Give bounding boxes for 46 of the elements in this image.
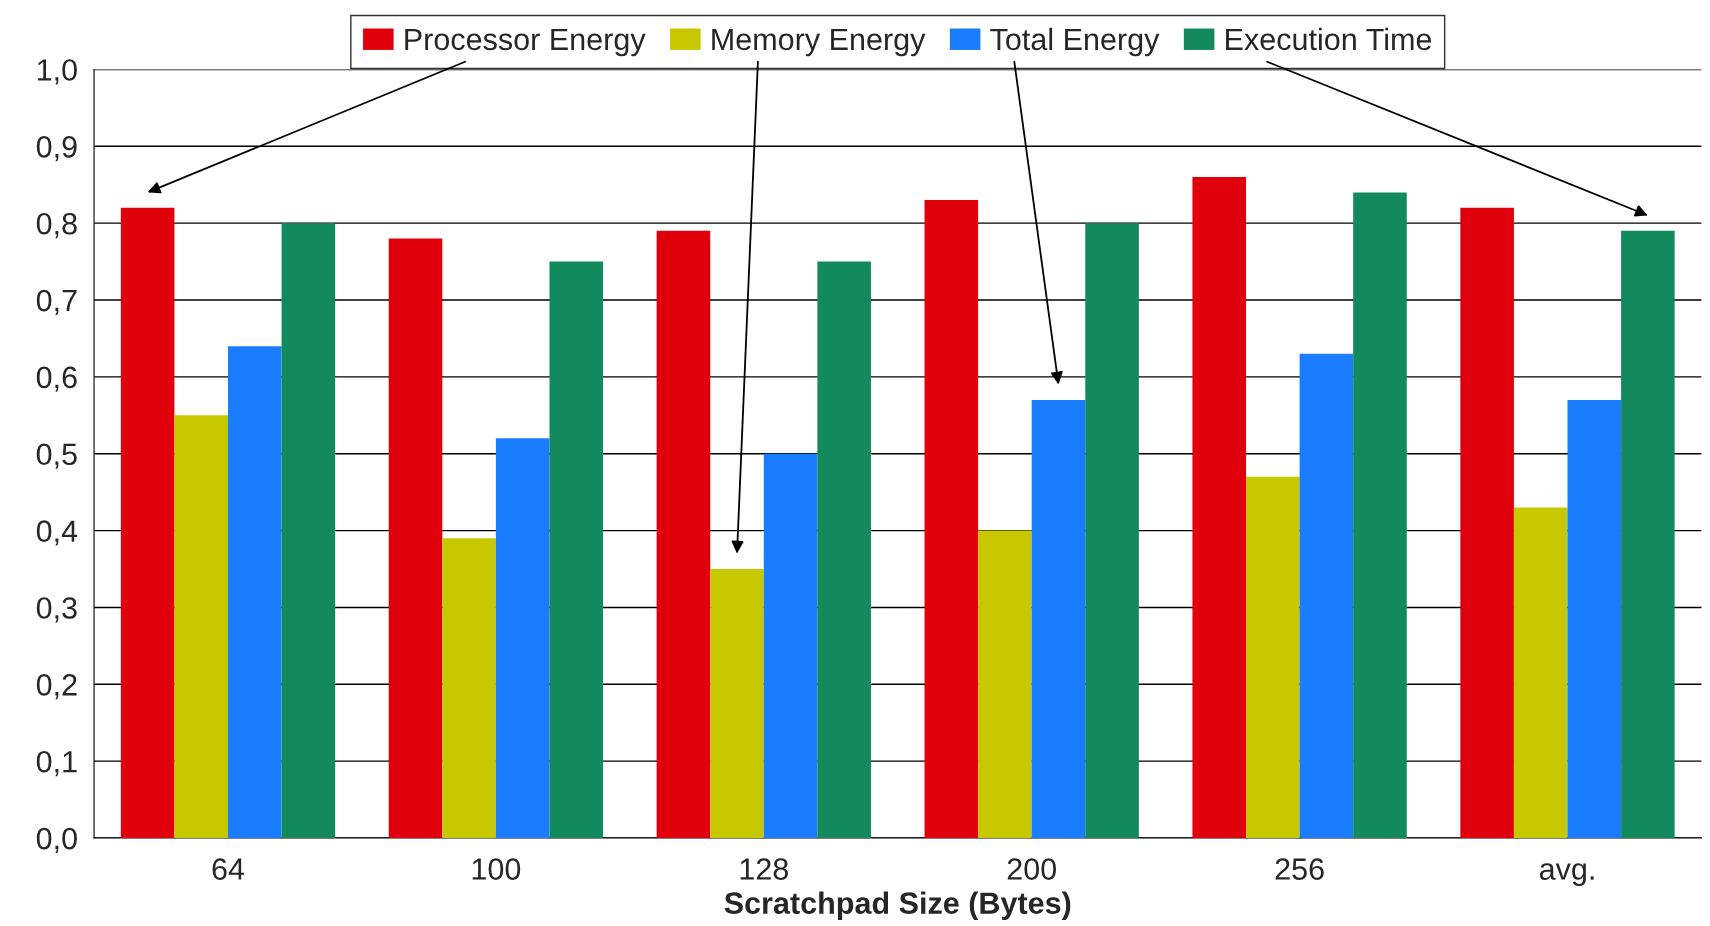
bar bbox=[549, 261, 604, 839]
bar bbox=[1299, 353, 1354, 839]
y-tick-label: 0,6 bbox=[36, 366, 77, 392]
bar bbox=[1085, 223, 1139, 839]
y-tick-label: 0,8 bbox=[36, 212, 77, 239]
bar bbox=[1460, 207, 1514, 839]
x-axis-title: Scratchpad Size (Bytes) bbox=[724, 891, 1071, 920]
bar bbox=[710, 569, 764, 839]
legend-label: Processor Energy bbox=[405, 28, 646, 57]
x-tick-label: 100 bbox=[472, 858, 521, 880]
bar bbox=[495, 438, 550, 839]
bar bbox=[120, 207, 175, 839]
y-tick-label: 0,9 bbox=[36, 136, 77, 162]
bar bbox=[1192, 177, 1247, 839]
bar bbox=[228, 346, 282, 839]
bar bbox=[763, 453, 818, 839]
x-tick-label: 200 bbox=[1007, 858, 1056, 880]
bar bbox=[281, 223, 336, 839]
bar bbox=[442, 538, 496, 839]
bar bbox=[817, 261, 871, 839]
y-tick-label: 0,7 bbox=[36, 289, 77, 316]
bar bbox=[1246, 476, 1300, 839]
y-tick-label: 0,3 bbox=[36, 597, 77, 623]
bar bbox=[924, 200, 979, 839]
bar bbox=[1353, 192, 1407, 839]
x-tick-label: avg. bbox=[1539, 863, 1594, 886]
x-tick-label: 256 bbox=[1275, 858, 1324, 880]
bar bbox=[1031, 399, 1086, 839]
y-tick-label: 0,0 bbox=[36, 827, 77, 854]
bar bbox=[978, 530, 1032, 839]
legend-label: Total Energy bbox=[990, 27, 1160, 57]
bar bbox=[388, 238, 443, 839]
bar bbox=[656, 230, 711, 839]
bar bbox=[1513, 507, 1568, 839]
y-tick-label: 0,1 bbox=[36, 750, 77, 777]
x-tick-label: 128 bbox=[740, 858, 788, 880]
legend-label: Execution Time bbox=[1226, 27, 1432, 51]
bar bbox=[1567, 399, 1622, 839]
y-tick-label: 1,0 bbox=[37, 59, 77, 85]
bar bbox=[174, 415, 228, 839]
y-tick-label: 0,5 bbox=[36, 443, 77, 469]
x-tick-label: 64 bbox=[212, 858, 245, 880]
y-tick-label: 0,4 bbox=[36, 520, 78, 546]
legend-label: Memory Energy bbox=[712, 28, 926, 57]
y-tick-label: 0,2 bbox=[36, 674, 77, 700]
bar bbox=[1621, 230, 1675, 839]
